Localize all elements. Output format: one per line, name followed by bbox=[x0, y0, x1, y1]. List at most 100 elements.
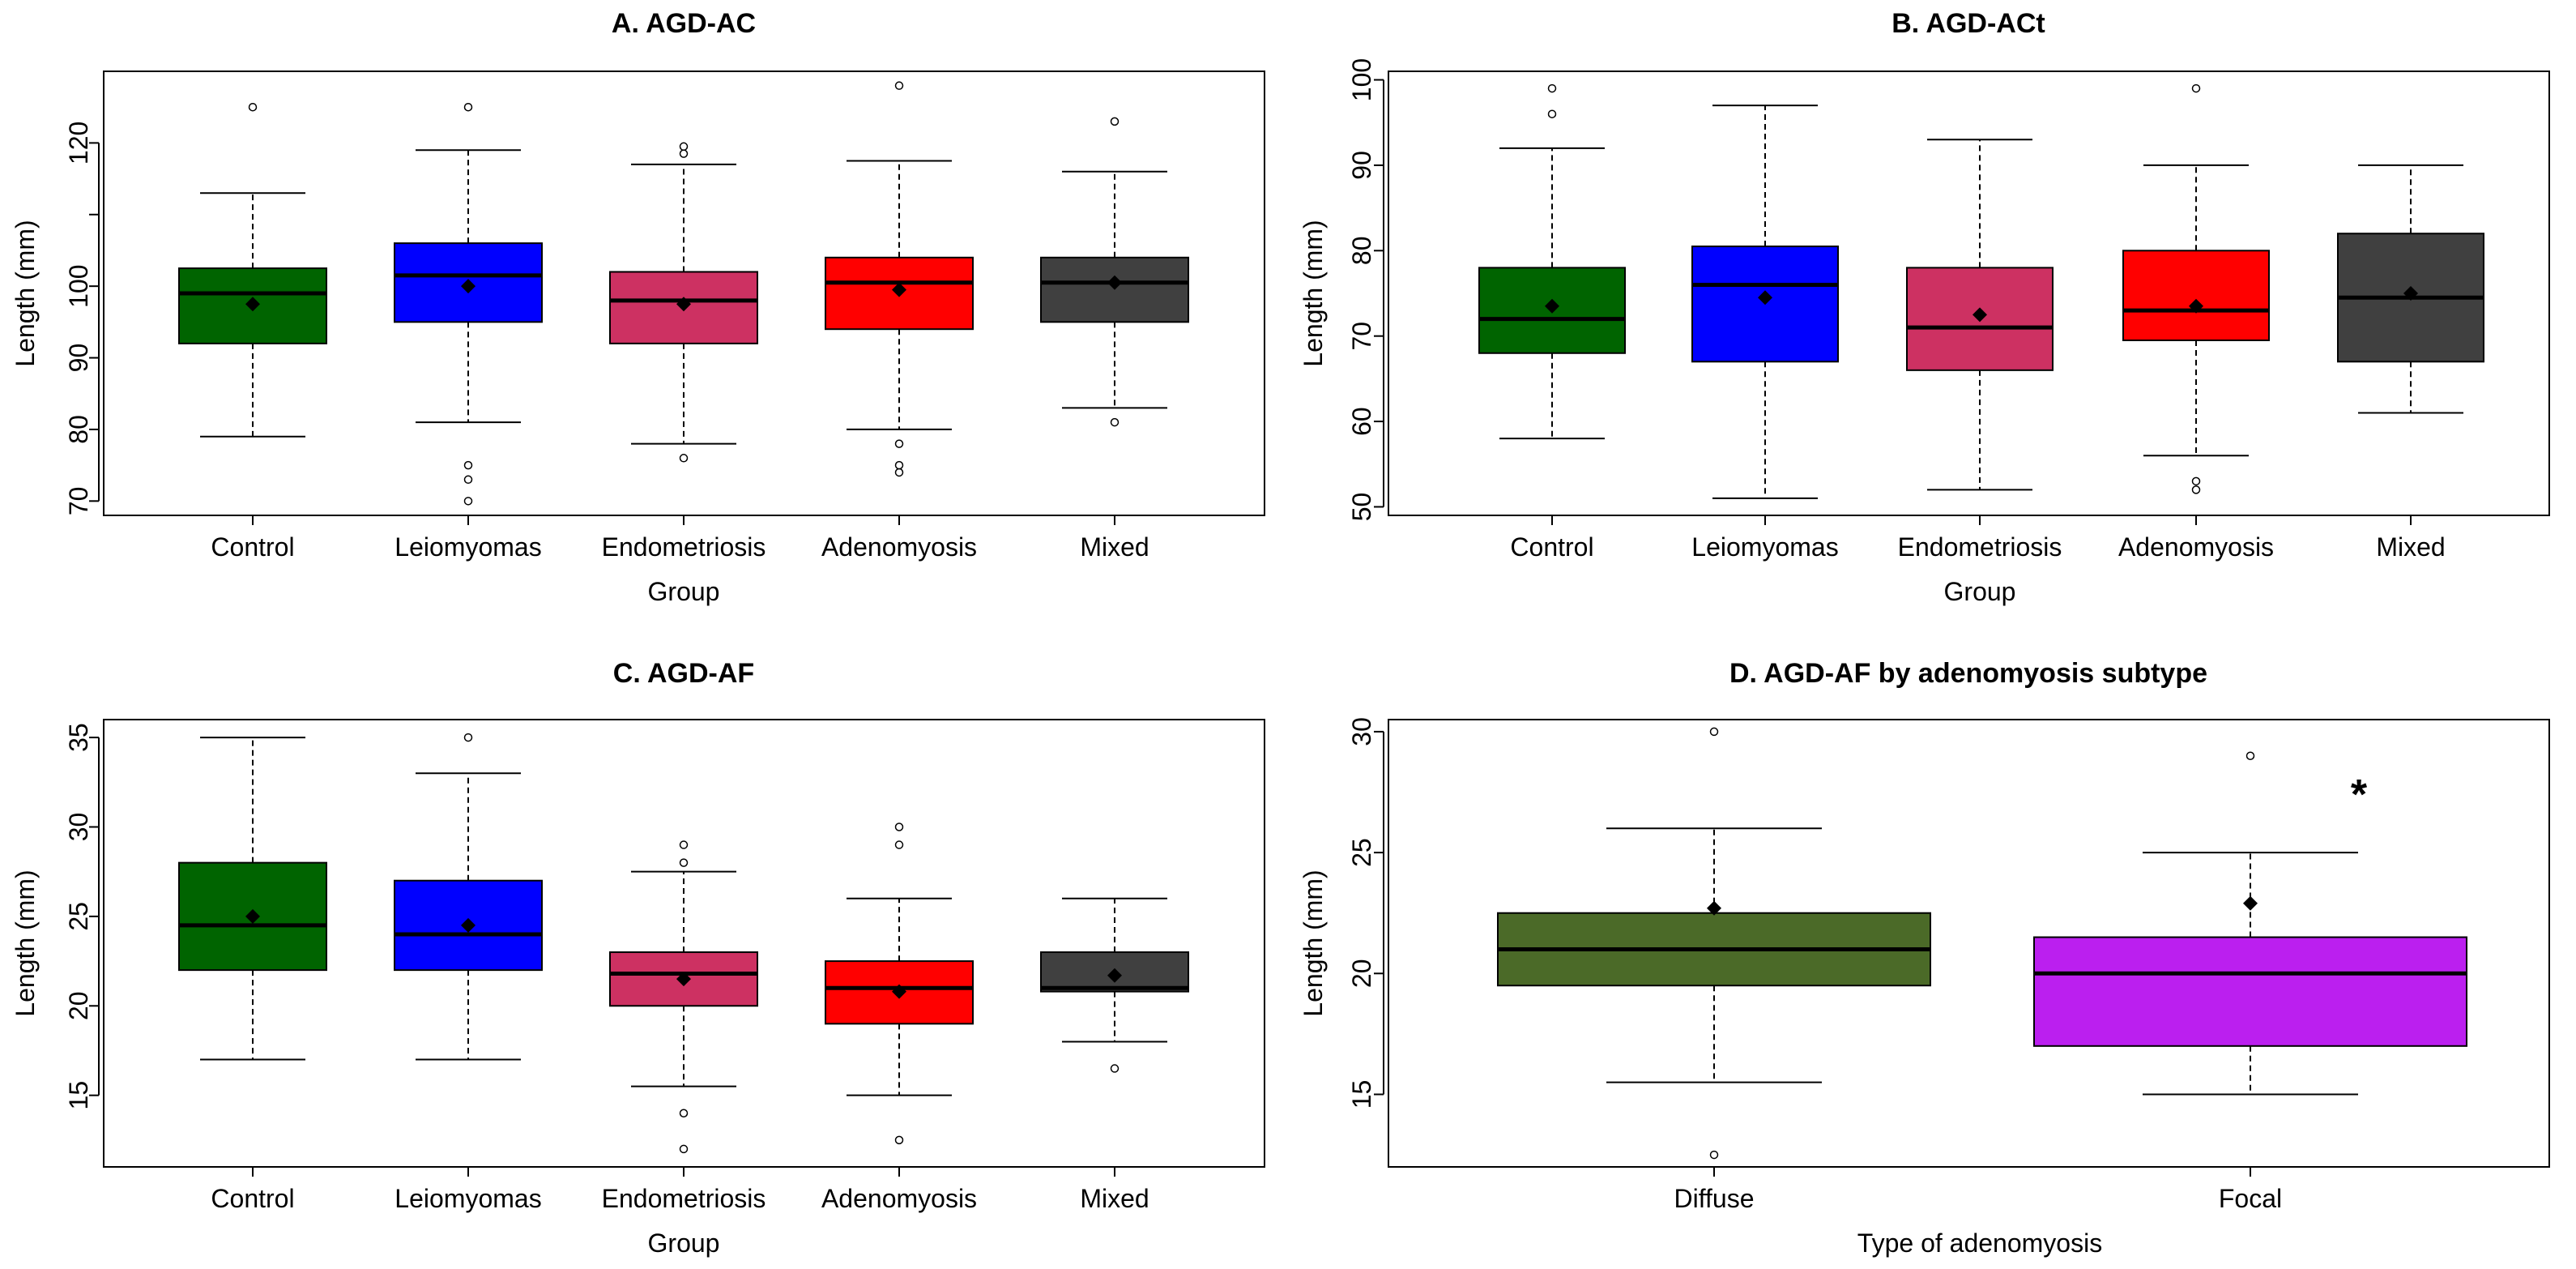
outlier-point bbox=[679, 142, 689, 152]
panel-c-plot bbox=[178, 733, 1189, 1154]
mean-marker bbox=[245, 908, 260, 924]
box-mixed bbox=[1040, 897, 1189, 1073]
panel-b-xtick-label: Endometriosis bbox=[1898, 532, 2062, 562]
outlier-point bbox=[2191, 485, 2201, 494]
panel-a-xlabel: Group bbox=[648, 577, 720, 606]
box-leiomyomas bbox=[394, 733, 543, 1061]
mean-marker bbox=[2189, 298, 2203, 314]
panel-b-title: B. AGD-ACt bbox=[1891, 8, 2045, 39]
panel-c-xtick-label: Adenomyosis bbox=[821, 1184, 977, 1213]
mean-marker bbox=[245, 297, 260, 312]
box-diffuse bbox=[1497, 727, 1931, 1160]
outlier-point bbox=[1110, 117, 1120, 126]
panel-b-plot bbox=[1478, 83, 2484, 499]
panel-b-xtick-label: Adenomyosis bbox=[2118, 532, 2274, 562]
panel-c: C. AGD-AF Control Leiomyomas Endometrios… bbox=[11, 658, 1265, 1258]
panel-a-xticks: Control Leiomyomas Endometriosis Adenomy… bbox=[211, 532, 1149, 562]
panel-a-xtick-label: Adenomyosis bbox=[821, 532, 977, 562]
mean-marker bbox=[676, 297, 691, 312]
y-tick-label: 80 bbox=[64, 415, 93, 444]
mean-marker bbox=[676, 972, 691, 987]
mean-marker bbox=[1758, 290, 1772, 306]
outlier-point bbox=[1547, 83, 1557, 93]
mean-marker bbox=[1545, 298, 1559, 314]
panel-c-yaxis: 15 20 25 30 35 bbox=[64, 723, 1115, 1177]
outlier-point bbox=[1547, 109, 1557, 118]
panel-a-title: A. AGD-AC bbox=[612, 8, 756, 39]
panel-d-title: D. AGD-AF by adenomyosis subtype bbox=[1729, 658, 2207, 689]
outlier-point bbox=[679, 858, 689, 867]
outlier-point bbox=[463, 497, 473, 506]
iqr-box bbox=[2122, 250, 2270, 341]
mean-marker bbox=[1973, 307, 1987, 323]
outlier-point bbox=[894, 1135, 904, 1145]
outlier-point bbox=[894, 460, 904, 470]
y-tick-label: 15 bbox=[1347, 1080, 1376, 1109]
outlier-point bbox=[2245, 751, 2255, 761]
panel-d-xtick-label: Focal bbox=[2219, 1184, 2282, 1213]
panel-a-xtick-label: Control bbox=[211, 532, 294, 562]
outlier-point bbox=[1709, 727, 1719, 737]
outlier-point bbox=[679, 149, 689, 158]
panel-c-xlabel: Group bbox=[648, 1228, 720, 1258]
mean-marker bbox=[1707, 900, 1721, 916]
panel-a-plot bbox=[178, 81, 1189, 506]
y-tick-label: 15 bbox=[64, 1081, 93, 1110]
box-endometriosis bbox=[1906, 139, 2054, 491]
panel-d: D. AGD-AF by adenomyosis subtype Diffuse… bbox=[1299, 658, 2550, 1258]
panel-c-xtick-label: Control bbox=[211, 1184, 294, 1213]
box-mixed bbox=[2337, 164, 2484, 414]
panel-d-plot bbox=[1497, 727, 2467, 1160]
panel-b-frame bbox=[1388, 70, 2550, 516]
y-tick-label: 30 bbox=[64, 813, 93, 842]
mean-marker bbox=[2243, 895, 2258, 911]
panel-c-xtick-label: Endometriosis bbox=[602, 1184, 766, 1213]
panel-d-ylabel: Length (mm) bbox=[1299, 870, 1328, 1016]
box-adenomyosis bbox=[825, 822, 974, 1145]
outlier-point bbox=[679, 1144, 689, 1154]
panel-c-xticks: Control Leiomyomas Endometriosis Adenomy… bbox=[211, 1184, 1149, 1213]
box-adenomyosis bbox=[825, 81, 974, 477]
outlier-point bbox=[463, 102, 473, 112]
y-tick-label: 35 bbox=[64, 723, 93, 752]
panel-a: A. AGD-AC Control Leiomyomas Endometrios… bbox=[11, 8, 1265, 606]
outlier-point bbox=[894, 822, 904, 831]
panel-d-yaxis: 15 20 25 30 bbox=[1347, 717, 2251, 1177]
panel-d-xlabel: Type of adenomyosis bbox=[1857, 1228, 2102, 1258]
outlier-point bbox=[463, 475, 473, 485]
y-tick-label: 30 bbox=[1347, 717, 1376, 746]
iqr-box bbox=[2033, 936, 2467, 1047]
y-tick-label: 25 bbox=[64, 902, 93, 931]
panel-d-xtick-label: Diffuse bbox=[1674, 1184, 1754, 1213]
significance-marker: * bbox=[2351, 771, 2368, 818]
mean-marker bbox=[1107, 968, 1122, 983]
y-tick-label: 80 bbox=[1347, 237, 1376, 266]
y-tick-label: 60 bbox=[1347, 407, 1376, 436]
panel-a-yaxis: 70 80 90 100 120 bbox=[64, 122, 1115, 525]
box-control bbox=[178, 102, 327, 438]
panel-b: B. AGD-ACt Control Leiomyomas Endometrio… bbox=[1299, 8, 2550, 606]
y-tick-label: 100 bbox=[1347, 58, 1376, 101]
mean-marker bbox=[2403, 286, 2418, 301]
panel-c-xtick-label: Leiomyomas bbox=[395, 1184, 541, 1213]
mean-marker bbox=[1107, 275, 1122, 290]
panel-c-title: C. AGD-AF bbox=[613, 658, 754, 689]
panel-c-xtick-label: Mixed bbox=[1080, 1184, 1149, 1213]
y-tick-label: 20 bbox=[64, 991, 93, 1020]
y-tick-label: 20 bbox=[1347, 959, 1376, 989]
outlier-point bbox=[894, 840, 904, 849]
box-control bbox=[1478, 83, 1626, 440]
outlier-point bbox=[2191, 476, 2201, 486]
panel-b-xlabel: Group bbox=[1944, 577, 2016, 606]
outlier-point bbox=[894, 439, 904, 448]
y-tick-label: 50 bbox=[1347, 493, 1376, 522]
panel-b-xtick-label: Leiomyomas bbox=[1691, 532, 1838, 562]
box-endometriosis bbox=[609, 142, 758, 463]
outlier-point bbox=[679, 454, 689, 463]
y-tick-label: 70 bbox=[64, 487, 93, 516]
box-control bbox=[178, 737, 327, 1061]
panel-c-ylabel: Length (mm) bbox=[11, 870, 40, 1016]
mean-marker bbox=[461, 279, 476, 294]
outlier-point bbox=[679, 840, 689, 849]
